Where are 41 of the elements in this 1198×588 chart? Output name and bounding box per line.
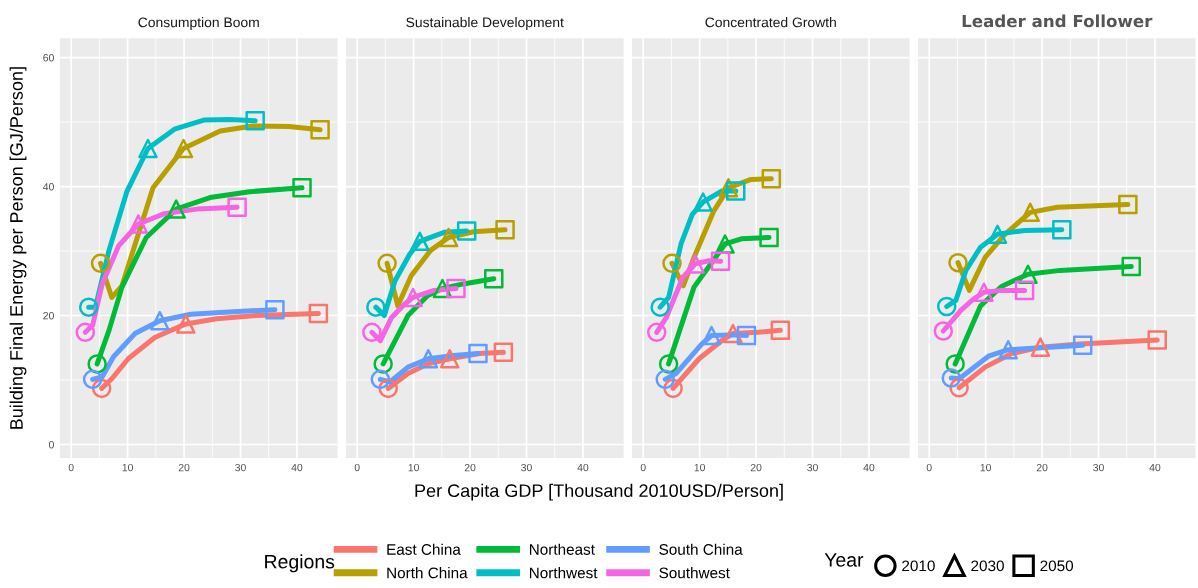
y-tick-label: 40: [43, 183, 54, 191]
x-tick-label: 30: [1093, 463, 1104, 472]
chart-title: Consumption Boom: [138, 17, 259, 30]
x-tick-label: 0: [926, 463, 932, 472]
legend-label: Northeast: [529, 543, 595, 555]
legend-label: South China: [659, 543, 743, 555]
y-tick-label: 20: [43, 312, 54, 320]
x-tick-label: 0: [354, 463, 360, 472]
chart-title: Leader and Follower: [962, 14, 1153, 28]
x-tick-label: 10: [408, 463, 420, 472]
legend-title: Regions: [265, 554, 335, 573]
x-tick-label: 10: [980, 463, 992, 472]
x-tick-label: 20: [1036, 463, 1048, 472]
text: 2030: [971, 560, 1004, 572]
x-tick-label: 40: [863, 463, 875, 472]
legend-label: East China: [387, 543, 461, 555]
y-axis-title: Building Final Energy per Person [GJ/Person]: [9, 67, 27, 429]
x-tick-label: 30: [235, 463, 246, 472]
x-tick-label: 10: [694, 463, 706, 472]
legend-label: Southwest: [659, 567, 730, 579]
text: 2050: [1040, 560, 1074, 572]
x-tick-label: 40: [1149, 463, 1161, 472]
chart-title: Concentrated Growth: [705, 17, 836, 28]
x-tick-label: 40: [291, 463, 303, 472]
text: 2010: [902, 560, 935, 572]
legend-label: North China: [387, 567, 468, 579]
y-tick-label: 60: [43, 54, 54, 62]
chart-title: Sustainable Development: [406, 17, 564, 30]
y-tick-label: 0: [48, 441, 54, 449]
legend-label: Northwest: [529, 567, 598, 579]
x-axis-title: Per Capita GDP [Thousand 2010USD/Person]: [415, 483, 783, 501]
x-tick-label: 30: [807, 463, 818, 472]
x-tick-label: 20: [750, 463, 762, 472]
x-tick-label: 0: [68, 463, 74, 472]
x-tick-label: 40: [577, 463, 589, 472]
text: Year: [824, 553, 864, 567]
x-tick-label: 30: [521, 463, 532, 472]
x-tick-label: 20: [464, 463, 476, 472]
x-tick-label: 10: [122, 463, 134, 472]
x-tick-label: 0: [640, 463, 646, 472]
x-tick-label: 20: [178, 463, 190, 472]
